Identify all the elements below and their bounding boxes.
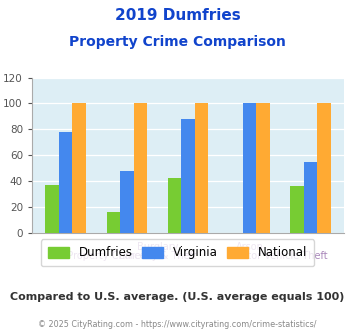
Text: Property Crime Comparison: Property Crime Comparison xyxy=(69,35,286,49)
Text: 2019 Dumfries: 2019 Dumfries xyxy=(115,8,240,23)
Bar xyxy=(290,186,304,233)
Bar xyxy=(243,103,256,233)
Bar xyxy=(107,212,120,233)
Bar xyxy=(181,119,195,233)
Legend: Dumfries, Virginia, National: Dumfries, Virginia, National xyxy=(41,239,314,266)
Bar xyxy=(120,171,133,233)
Bar xyxy=(72,103,86,233)
Text: All Property Crime: All Property Crime xyxy=(52,251,141,261)
Text: Larceny & Theft: Larceny & Theft xyxy=(119,251,196,261)
Text: Burglary: Burglary xyxy=(137,242,178,251)
Bar xyxy=(317,103,331,233)
Text: Motor Vehicle Theft: Motor Vehicle Theft xyxy=(233,251,327,261)
Bar xyxy=(45,185,59,233)
Bar xyxy=(59,132,72,233)
Bar xyxy=(168,178,181,233)
Text: © 2025 CityRating.com - https://www.cityrating.com/crime-statistics/: © 2025 CityRating.com - https://www.city… xyxy=(38,320,317,329)
Bar xyxy=(133,103,147,233)
Text: Arson: Arson xyxy=(235,242,263,251)
Bar xyxy=(195,103,208,233)
Bar xyxy=(304,162,317,233)
Bar xyxy=(256,103,269,233)
Text: Compared to U.S. average. (U.S. average equals 100): Compared to U.S. average. (U.S. average … xyxy=(10,292,345,302)
